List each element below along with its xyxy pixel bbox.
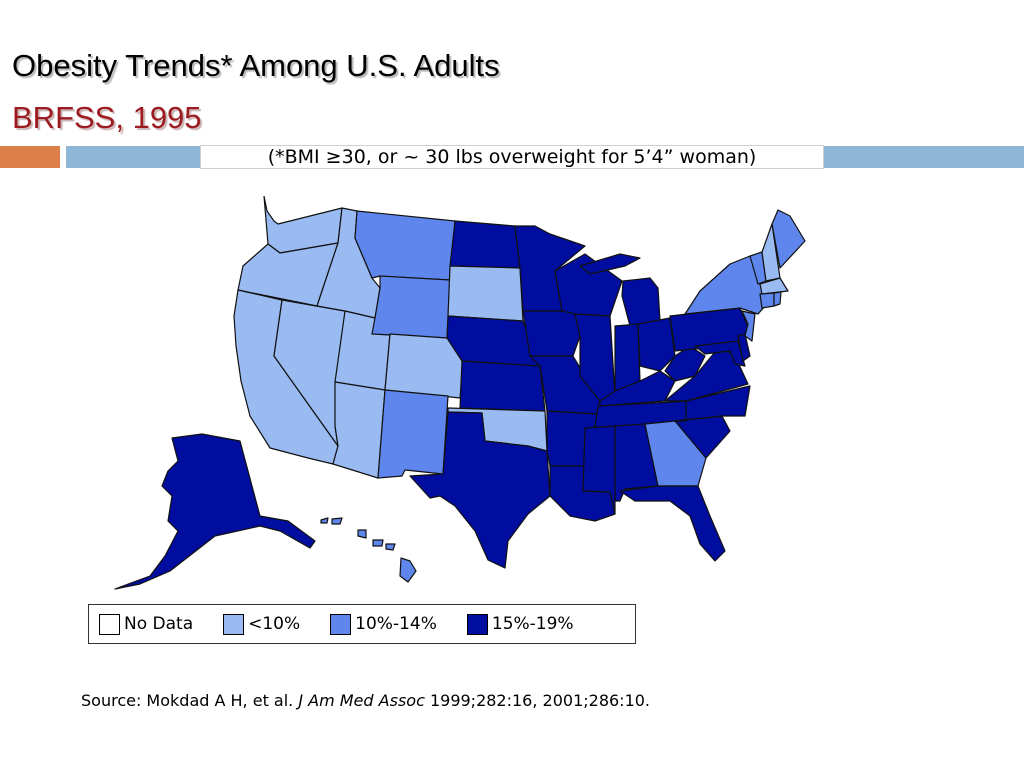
map-legend: No Data <10% 10%-14% 15%-19% [88,604,636,644]
state-hawaii [320,517,417,583]
state-wyoming [371,275,451,339]
legend-swatch [466,613,488,635]
state-florida [619,485,726,562]
legend-swatch [99,613,120,635]
source-prefix: Source: Mokdad A H, et al. [81,691,299,710]
state-south-dakota [447,265,524,322]
state-connecticut [759,292,775,309]
source-suffix: 1999;282:16, 2001;286:10. [424,691,651,710]
state-new-jersey [741,310,756,342]
state-delaware [737,333,751,362]
state-rhode-island [773,291,782,307]
legend-item-15-19: 15%-19% [466,613,574,635]
state-georgia [644,420,707,487]
state-iowa [522,310,581,357]
legend-item-under-10: <10% [223,613,301,635]
state-north-dakota [449,220,521,269]
state-montana [354,210,456,281]
state-maryland [694,340,746,367]
legend-label: 15%-19% [491,614,574,634]
legend-swatch [223,613,245,635]
accent-bar-orange [0,146,60,168]
state-arizona [332,381,386,479]
legend-item-no-data: No Data [99,613,194,635]
legend-swatch [330,613,352,635]
state-north-carolina [674,385,751,422]
legend-item-10-14: 10%-14% [330,613,437,635]
state-maine [771,209,806,269]
state-new-mexico [377,389,449,479]
legend-label: No Data [124,614,194,634]
source-citation: Source: Mokdad A H, et al. J Am Med Asso… [81,689,721,713]
us-obesity-map [114,196,806,590]
state-massachusetts [759,277,789,295]
state-kansas [459,360,546,412]
slide-title: Obesity Trends* Among U.S. Adults [12,48,500,83]
legend-label: 10%-14% [355,614,437,634]
slide-subtitle: BRFSS, 1995 [12,100,202,135]
source-journal: J Am Med Assoc [298,691,425,710]
state-ohio [637,317,676,372]
state-mississippi [582,425,616,515]
bmi-footnote: (*BMI ≥30, or ~ 30 lbs overweight for 5’… [200,145,824,169]
state-alaska [114,433,316,590]
state-texas [409,411,551,569]
state-indiana [614,323,641,392]
legend-label: <10% [248,614,301,634]
